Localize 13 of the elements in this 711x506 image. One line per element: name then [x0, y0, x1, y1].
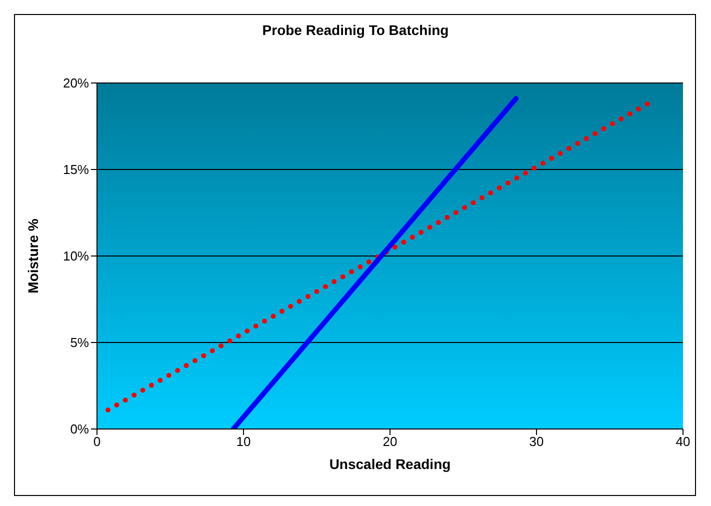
x-tick-label: 40 — [676, 434, 690, 450]
y-tick-label: 10% — [62, 248, 90, 264]
x-axis-title: Unscaled Reading — [329, 456, 451, 472]
x-tick-label: 30 — [529, 434, 544, 450]
y-tick-label: 15% — [62, 162, 90, 178]
x-tick-label: 20 — [382, 434, 398, 450]
y-tick-label: 20% — [62, 76, 90, 91]
x-tick-label: 10 — [236, 434, 251, 450]
y-axis-title: Moisture % — [24, 218, 41, 294]
y-tick-label: 0% — [70, 422, 90, 437]
chart-title: Probe Readinig To Batching — [261, 22, 450, 38]
x-tick-label: 0 — [93, 434, 101, 450]
y-tick-label: 5% — [70, 335, 90, 350]
